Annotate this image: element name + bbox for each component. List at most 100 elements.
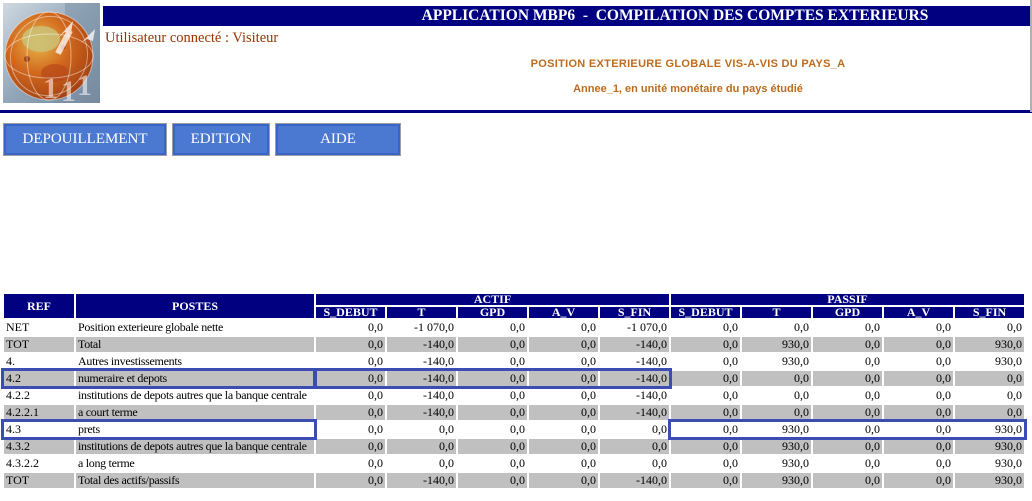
poste-cell: Autres investissements: [76, 354, 314, 369]
value-cell: 0,0: [316, 354, 385, 369]
value-cell: 0,0: [884, 371, 953, 386]
value-cell: 0,0: [458, 388, 527, 403]
ref-cell: TOT: [4, 337, 74, 352]
value-cell: 0,0: [884, 422, 953, 437]
connected-user-label: Utilisateur connecté : Visiteur: [105, 30, 279, 46]
value-cell: 0,0: [458, 337, 527, 352]
ref-cell: TOT: [4, 473, 74, 488]
value-cell: 0,0: [458, 439, 527, 454]
value-cell: 0,0: [671, 456, 740, 471]
svg-text:1: 1: [43, 72, 58, 103]
globe-icon: 1 1 1: [3, 3, 100, 103]
value-cell: -140,0: [600, 405, 669, 420]
value-cell: 930,0: [955, 337, 1024, 352]
table-row: NET Position exterieure globale nette 0,0-…: [4, 320, 1024, 335]
value-cell: 930,0: [955, 473, 1024, 488]
value-cell: 930,0: [742, 473, 811, 488]
value-cell: 0,0: [813, 439, 882, 454]
col-header-gpd: GPD: [813, 307, 882, 318]
ref-cell: 4.2.2.1: [4, 405, 74, 420]
value-cell: 930,0: [955, 354, 1024, 369]
report-title: POSITION EXTERIEURE GLOBALE VIS-A-VIS DU…: [530, 58, 846, 70]
col-header-t: T: [387, 307, 456, 318]
table-body: NET Position exterieure globale nette 0,0-…: [4, 320, 1024, 488]
depouillement-button[interactable]: DEPOUILLEMENT: [3, 123, 167, 156]
position-table: REF POSTES ACTIF PASSIF S_DEBUT T GPD A_V S_…: [2, 292, 1026, 490]
value-cell: 0,0: [742, 320, 811, 335]
svg-text:1: 1: [77, 69, 92, 102]
app-title: APPLICATION MBP6 - COMPILATION DES COMPT…: [421, 7, 929, 24]
aide-button[interactable]: AIDE: [275, 123, 401, 156]
value-cell: 0,0: [955, 388, 1024, 403]
value-cell: -140,0: [387, 405, 456, 420]
table-row: 4. Autres investissements 0,0 -140,0 0,0 0,0-…: [4, 354, 1024, 369]
col-header-t: T: [742, 307, 811, 318]
table-row: 4.3 prets 0,0 0,0 0,0 0,0 0,0 0,0 930,0 0,0 0,0 930…: [4, 422, 1024, 437]
value-cell: -140,0: [600, 337, 669, 352]
value-cell: 0,0: [529, 354, 598, 369]
value-cell: 0,0: [316, 422, 385, 437]
value-cell: 0,0: [458, 320, 527, 335]
value-cell: 0,0: [813, 337, 882, 352]
value-cell: 0,0: [884, 405, 953, 420]
col-header-ref: REF: [4, 294, 74, 318]
ref-cell: NET: [4, 320, 74, 335]
value-cell: 0,0: [884, 388, 953, 403]
poste-cell: institutions de depots autres que la ban…: [76, 388, 314, 403]
group-header-passif: PASSIF: [671, 294, 1024, 305]
table-row: TOT Total des actifs/passifs 0,0 -140,0 0,0 0…: [4, 473, 1024, 488]
value-cell: 0,0: [529, 405, 598, 420]
value-cell: 0,0: [813, 473, 882, 488]
edition-button[interactable]: EDITION: [172, 123, 270, 156]
poste-cell: Total: [76, 337, 314, 352]
value-cell: 0,0: [884, 320, 953, 335]
poste-cell: institutions de depots autres que la ban…: [76, 439, 314, 454]
table-row: 4.2 numeraire et depots 0,0 -140,0 0,0 0,0 -14…: [4, 371, 1024, 386]
value-cell: 0,0: [316, 405, 385, 420]
value-cell: 930,0: [742, 456, 811, 471]
position-table-container: REF POSTES ACTIF PASSIF S_DEBUT T GPD A_V S_…: [1, 292, 1027, 490]
value-cell: 0,0: [316, 320, 385, 335]
value-cell: 0,0: [813, 388, 882, 403]
value-cell: 0,0: [813, 422, 882, 437]
col-header-s_fin: S_FIN: [955, 307, 1024, 318]
value-cell: 0,0: [813, 320, 882, 335]
value-cell: 0,0: [529, 388, 598, 403]
value-cell: 0,0: [529, 422, 598, 437]
value-cell: 0,0: [316, 337, 385, 352]
value-cell: -140,0: [387, 371, 456, 386]
value-cell: 0,0: [813, 354, 882, 369]
poste-cell: Total des actifs/passifs: [76, 473, 314, 488]
value-cell: 0,0: [671, 354, 740, 369]
value-cell: 0,0: [671, 473, 740, 488]
col-header-a_v: A_V: [529, 307, 598, 318]
value-cell: 0,0: [955, 320, 1024, 335]
ref-cell: 4.3: [4, 422, 74, 437]
poste-cell: Position exterieure globale nette: [76, 320, 314, 335]
value-cell: 0,0: [529, 337, 598, 352]
value-cell: 0,0: [458, 422, 527, 437]
table-row: 4.2.2 institutions de depots autres que l…: [4, 388, 1024, 403]
value-cell: 0,0: [813, 405, 882, 420]
value-cell: 0,0: [742, 371, 811, 386]
ref-cell: 4.3.2: [4, 439, 74, 454]
value-cell: -140,0: [600, 371, 669, 386]
group-header-actif: ACTIF: [316, 294, 669, 305]
value-cell: 0,0: [671, 320, 740, 335]
value-cell: 930,0: [955, 422, 1024, 437]
value-cell: 0,0: [671, 405, 740, 420]
value-cell: 0,0: [742, 388, 811, 403]
value-cell: 0,0: [387, 456, 456, 471]
col-header-a_v: A_V: [884, 307, 953, 318]
table-row: TOT Total 0,0 -140,0 0,0 0,0 -140,0 0,0 930,0 0,0…: [4, 337, 1024, 352]
value-cell: -140,0: [387, 388, 456, 403]
value-cell: 0,0: [387, 422, 456, 437]
poste-cell: a court terme: [76, 405, 314, 420]
col-header-gpd: GPD: [458, 307, 527, 318]
value-cell: 0,0: [884, 439, 953, 454]
col-header-s_debut: S_DEBUT: [671, 307, 740, 318]
value-cell: 930,0: [742, 337, 811, 352]
value-cell: 0,0: [671, 337, 740, 352]
value-cell: 930,0: [742, 439, 811, 454]
value-cell: 0,0: [671, 422, 740, 437]
